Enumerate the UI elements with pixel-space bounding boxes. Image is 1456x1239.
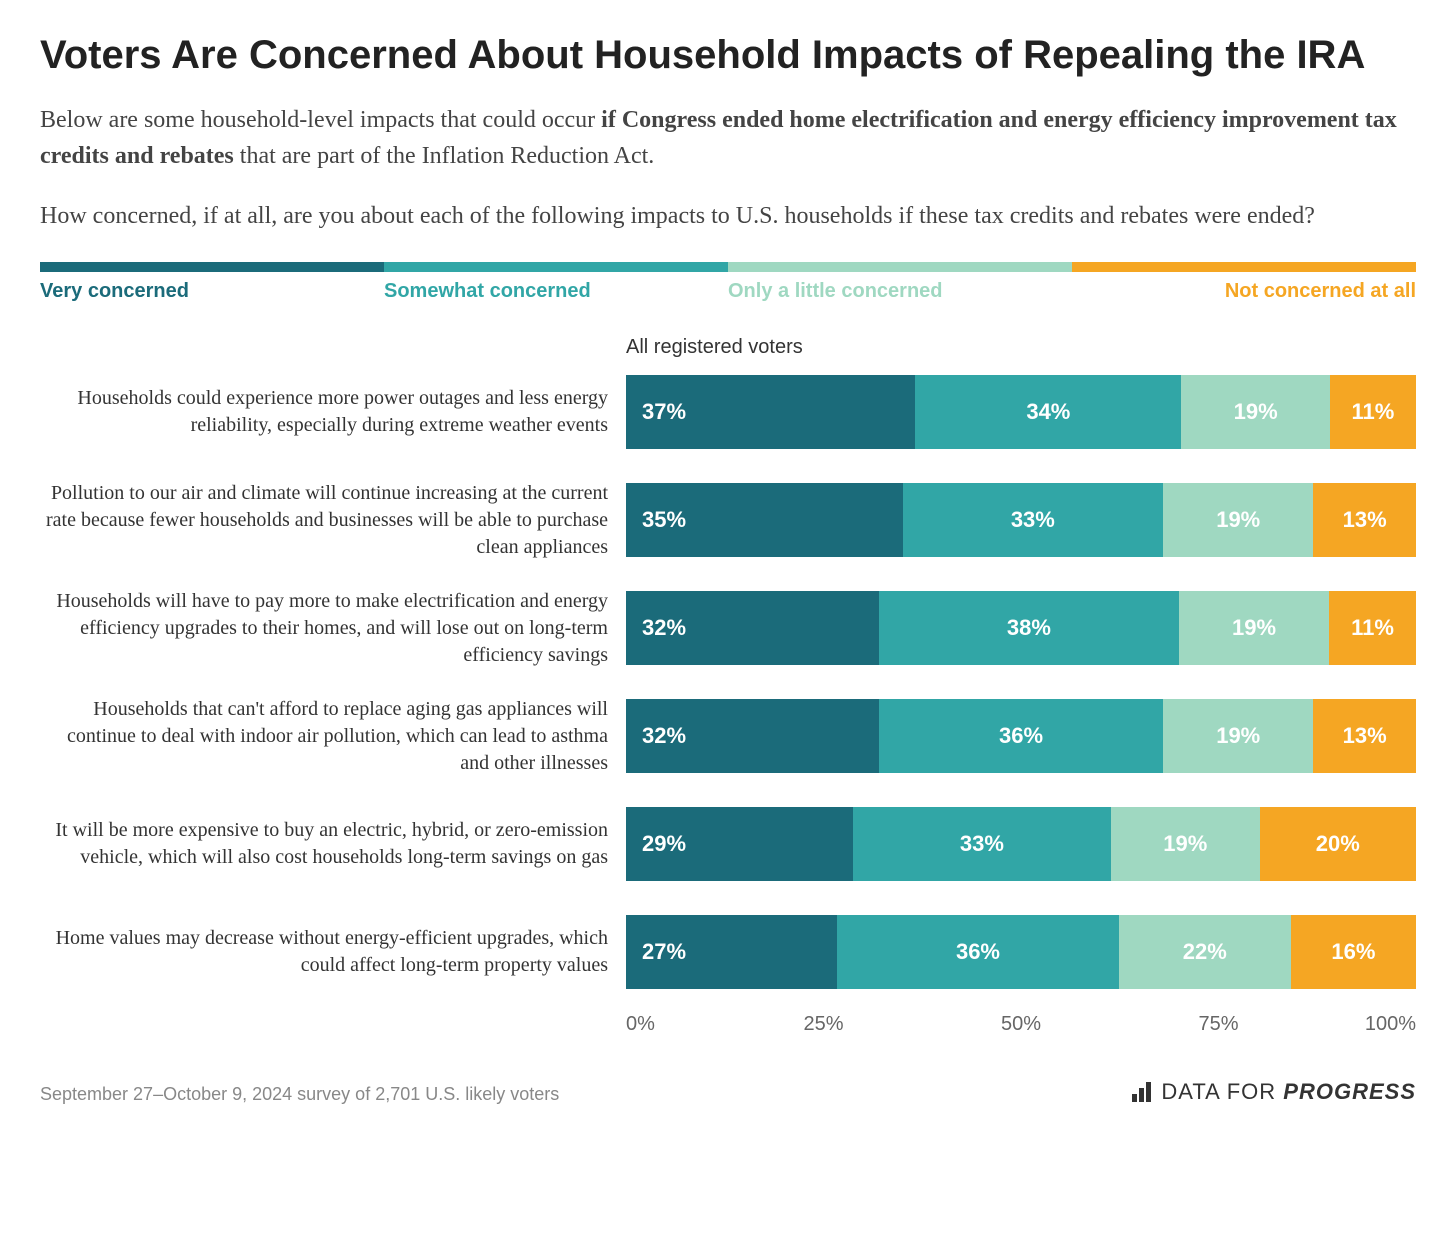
- brand: DATA FOR PROGRESS: [1132, 1079, 1416, 1105]
- bar-segment: 33%: [903, 483, 1164, 557]
- row-label: Home values may decrease without energy-…: [40, 905, 608, 999]
- bar-segment: 36%: [879, 699, 1163, 773]
- bar-segment: 35%: [626, 483, 903, 557]
- row-label: It will be more expensive to buy an elec…: [40, 797, 608, 891]
- group-header: All registered voters: [626, 329, 1416, 365]
- bar-row: 37%34%19%11%: [626, 365, 1416, 459]
- survey-question: How concerned, if at all, are you about …: [40, 198, 1416, 234]
- bar-segment: 19%: [1181, 375, 1330, 449]
- legend-label: Very concerned: [40, 272, 384, 303]
- bar-segment: 27%: [626, 915, 837, 989]
- stacked-bar: 29%33%19%20%: [626, 807, 1416, 881]
- axis-tick: 25%: [803, 1013, 843, 1036]
- brand-for: FOR: [1227, 1079, 1276, 1104]
- bar-segment: 22%: [1119, 915, 1291, 989]
- bar-segment: 38%: [879, 591, 1179, 665]
- legend-swatch: [40, 262, 384, 272]
- bar-segment: 32%: [626, 591, 879, 665]
- legend: Very concernedSomewhat concernedOnly a l…: [40, 262, 1416, 303]
- bars-column: All registered voters 37%34%19%11%35%33%…: [626, 329, 1416, 1043]
- legend-item: Only a little concerned: [728, 262, 1072, 303]
- bar-segment: 19%: [1111, 807, 1260, 881]
- axis-tick: 0%: [626, 1013, 655, 1036]
- stacked-bar: 37%34%19%11%: [626, 375, 1416, 449]
- axis-tick: 75%: [1198, 1013, 1238, 1036]
- chart: Households could experience more power o…: [40, 329, 1416, 1043]
- source-note: September 27–October 9, 2024 survey of 2…: [40, 1084, 559, 1105]
- bar-segment: 19%: [1163, 699, 1313, 773]
- legend-item: Not concerned at all: [1072, 262, 1416, 303]
- brand-progress: PROGRESS: [1283, 1079, 1416, 1104]
- x-axis: 0% 25% 50% 75% 100%: [626, 1013, 1416, 1043]
- bar-row: 29%33%19%20%: [626, 797, 1416, 891]
- stacked-bar: 27%36%22%16%: [626, 915, 1416, 989]
- bar-segment: 19%: [1163, 483, 1313, 557]
- bar-segment: 13%: [1313, 699, 1416, 773]
- legend-item: Somewhat concerned: [384, 262, 728, 303]
- bar-row: 35%33%19%13%: [626, 473, 1416, 567]
- row-label: Households will have to pay more to make…: [40, 581, 608, 675]
- chart-subtitle: Below are some household-level impacts t…: [40, 102, 1416, 174]
- bar-row: 32%36%19%13%: [626, 689, 1416, 783]
- row-labels-column: Households could experience more power o…: [40, 329, 626, 1043]
- legend-label: Only a little concerned: [728, 272, 1072, 303]
- legend-swatch: [728, 262, 1072, 272]
- axis-tick: 50%: [1001, 1013, 1041, 1036]
- legend-label: Not concerned at all: [1072, 272, 1416, 303]
- bar-segment: 19%: [1179, 591, 1329, 665]
- bar-segment: 34%: [915, 375, 1181, 449]
- bar-segment: 36%: [837, 915, 1119, 989]
- bar-segment: 32%: [626, 699, 879, 773]
- footer: September 27–October 9, 2024 survey of 2…: [40, 1079, 1416, 1105]
- subtitle-pre: Below are some household-level impacts t…: [40, 107, 601, 133]
- axis-tick: 100%: [1365, 1013, 1416, 1036]
- bars-icon: [1132, 1082, 1151, 1102]
- label-header-spacer: [40, 329, 608, 365]
- stacked-bar: 35%33%19%13%: [626, 483, 1416, 557]
- row-label: Households could experience more power o…: [40, 365, 608, 459]
- row-label: Pollution to our air and climate will co…: [40, 473, 608, 567]
- legend-swatch: [1072, 262, 1416, 272]
- chart-title: Voters Are Concerned About Household Imp…: [40, 30, 1416, 80]
- legend-swatch: [384, 262, 728, 272]
- stacked-bar: 32%38%19%11%: [626, 591, 1416, 665]
- bar-segment: 33%: [853, 807, 1111, 881]
- legend-item: Very concerned: [40, 262, 384, 303]
- row-label: Households that can't afford to replace …: [40, 689, 608, 783]
- bar-segment: 11%: [1330, 375, 1416, 449]
- legend-label: Somewhat concerned: [384, 272, 728, 303]
- stacked-bar: 32%36%19%13%: [626, 699, 1416, 773]
- bar-segment: 13%: [1313, 483, 1416, 557]
- bar-segment: 29%: [626, 807, 853, 881]
- bar-row: 27%36%22%16%: [626, 905, 1416, 999]
- brand-data: DATA: [1161, 1079, 1219, 1104]
- bar-row: 32%38%19%11%: [626, 581, 1416, 675]
- bar-segment: 16%: [1291, 915, 1416, 989]
- bar-segment: 11%: [1329, 591, 1416, 665]
- subtitle-post: that are part of the Inflation Reduction…: [234, 143, 655, 169]
- bar-segment: 37%: [626, 375, 915, 449]
- bar-segment: 20%: [1260, 807, 1416, 881]
